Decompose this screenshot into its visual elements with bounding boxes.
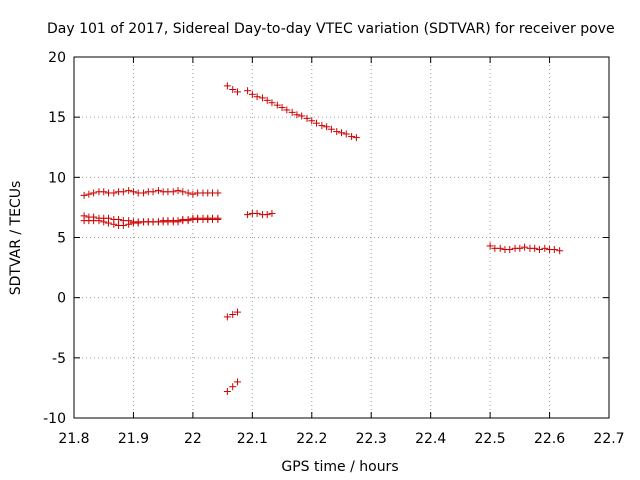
- y-tick-label: -10: [43, 411, 66, 427]
- x-tick-label: 22.4: [415, 431, 446, 447]
- data-point: [352, 134, 360, 142]
- data-point: [229, 383, 237, 391]
- data-point: [521, 243, 529, 251]
- data-point: [268, 209, 276, 217]
- x-tick-label: 22.5: [475, 431, 506, 447]
- data-point: [293, 111, 301, 119]
- data-point: [179, 188, 187, 196]
- data-point: [303, 114, 311, 122]
- data-point: [184, 189, 192, 197]
- data-point: [119, 188, 127, 196]
- data-point: [110, 189, 118, 197]
- data-point: [140, 189, 148, 197]
- y-tick-label: 20: [48, 50, 66, 66]
- data-point: [214, 215, 222, 223]
- data-point: [169, 188, 177, 196]
- data-point: [85, 190, 93, 198]
- data-point: [283, 106, 291, 114]
- data-point: [174, 218, 182, 226]
- data-point: [223, 313, 231, 321]
- data-point: [308, 117, 316, 125]
- data-point: [273, 101, 281, 109]
- x-tick-label: 21.9: [118, 431, 149, 447]
- data-point: [100, 218, 108, 226]
- y-tick-label: 0: [57, 291, 66, 307]
- data-point: [95, 217, 103, 225]
- data-point: [342, 130, 350, 138]
- tick-labels: 21.8 21.9 22 22.1 22.2 22.3 22.4 22.5 22.6 22.7 -1…: [43, 50, 624, 447]
- data-point: [244, 87, 252, 95]
- data-point: [318, 122, 326, 130]
- data-point: [313, 119, 321, 127]
- x-tick-label: 22.1: [237, 431, 268, 447]
- chart-title: Day 101 of 2017, Sidereal Day-to-day VTE…: [47, 21, 615, 37]
- data-point: [338, 129, 345, 137]
- x-tick-label: 22.6: [534, 431, 565, 447]
- data-point: [80, 191, 88, 199]
- y-tick-label: 15: [48, 110, 66, 126]
- data-point: [223, 82, 231, 90]
- data-point: [174, 187, 182, 195]
- x-tick-label: 22.2: [296, 431, 327, 447]
- data-point: [506, 246, 514, 254]
- data-point: [541, 244, 549, 252]
- x-tick-label: 22: [184, 431, 202, 447]
- data-point: [100, 188, 108, 196]
- y-tick-label: -5: [52, 351, 66, 367]
- data-point: [348, 132, 356, 140]
- data-point: [104, 219, 112, 227]
- data-point: [550, 246, 558, 254]
- data-point: [129, 188, 137, 196]
- data-point: [149, 188, 157, 196]
- data-point: [263, 96, 271, 104]
- data-point: [244, 211, 252, 219]
- x-tick-label: 21.8: [58, 431, 89, 447]
- x-tick-label: 22.3: [356, 431, 387, 447]
- data-point: [233, 378, 241, 386]
- data-point: [154, 187, 162, 195]
- data-point: [327, 125, 335, 133]
- x-axis-label: GPS time / hours: [281, 459, 398, 475]
- data-point: [535, 246, 543, 254]
- grid: [74, 57, 609, 418]
- axis-ticks: [73, 56, 610, 419]
- y-tick-label: 5: [57, 231, 66, 247]
- x-tick-label: 22.7: [593, 431, 624, 447]
- data-point: [298, 112, 306, 120]
- data-point: [110, 220, 118, 228]
- data-point: [496, 244, 504, 252]
- data-point: [253, 93, 261, 101]
- data-point: [233, 88, 241, 96]
- data-point: [115, 215, 123, 223]
- data-point: [125, 220, 133, 228]
- y-tick-label: 10: [48, 170, 66, 186]
- data-point: [189, 190, 197, 198]
- data-point: [119, 221, 127, 229]
- data-point: [229, 85, 237, 93]
- y-axis-label: SDTVAR / TECUs: [8, 181, 24, 296]
- data-point: [223, 388, 231, 396]
- data-point: [516, 244, 524, 252]
- data-point: [134, 219, 142, 227]
- data-point: [333, 128, 341, 136]
- data-point: [486, 242, 494, 250]
- data-point: [90, 189, 98, 197]
- data-point: [253, 209, 261, 217]
- data-point: [323, 123, 331, 131]
- data-point: [233, 308, 241, 316]
- data-point: [258, 94, 266, 102]
- data-point: [248, 90, 256, 98]
- data-point: [214, 189, 222, 197]
- data-point: [531, 244, 539, 252]
- data-point: [556, 247, 564, 255]
- data-points: [80, 82, 564, 396]
- data-point: [184, 217, 192, 225]
- data-point: [229, 311, 237, 319]
- data-point: [125, 187, 133, 195]
- data-point: [278, 104, 286, 112]
- data-point: [263, 211, 271, 219]
- data-point: [288, 108, 296, 116]
- data-point: [268, 99, 276, 107]
